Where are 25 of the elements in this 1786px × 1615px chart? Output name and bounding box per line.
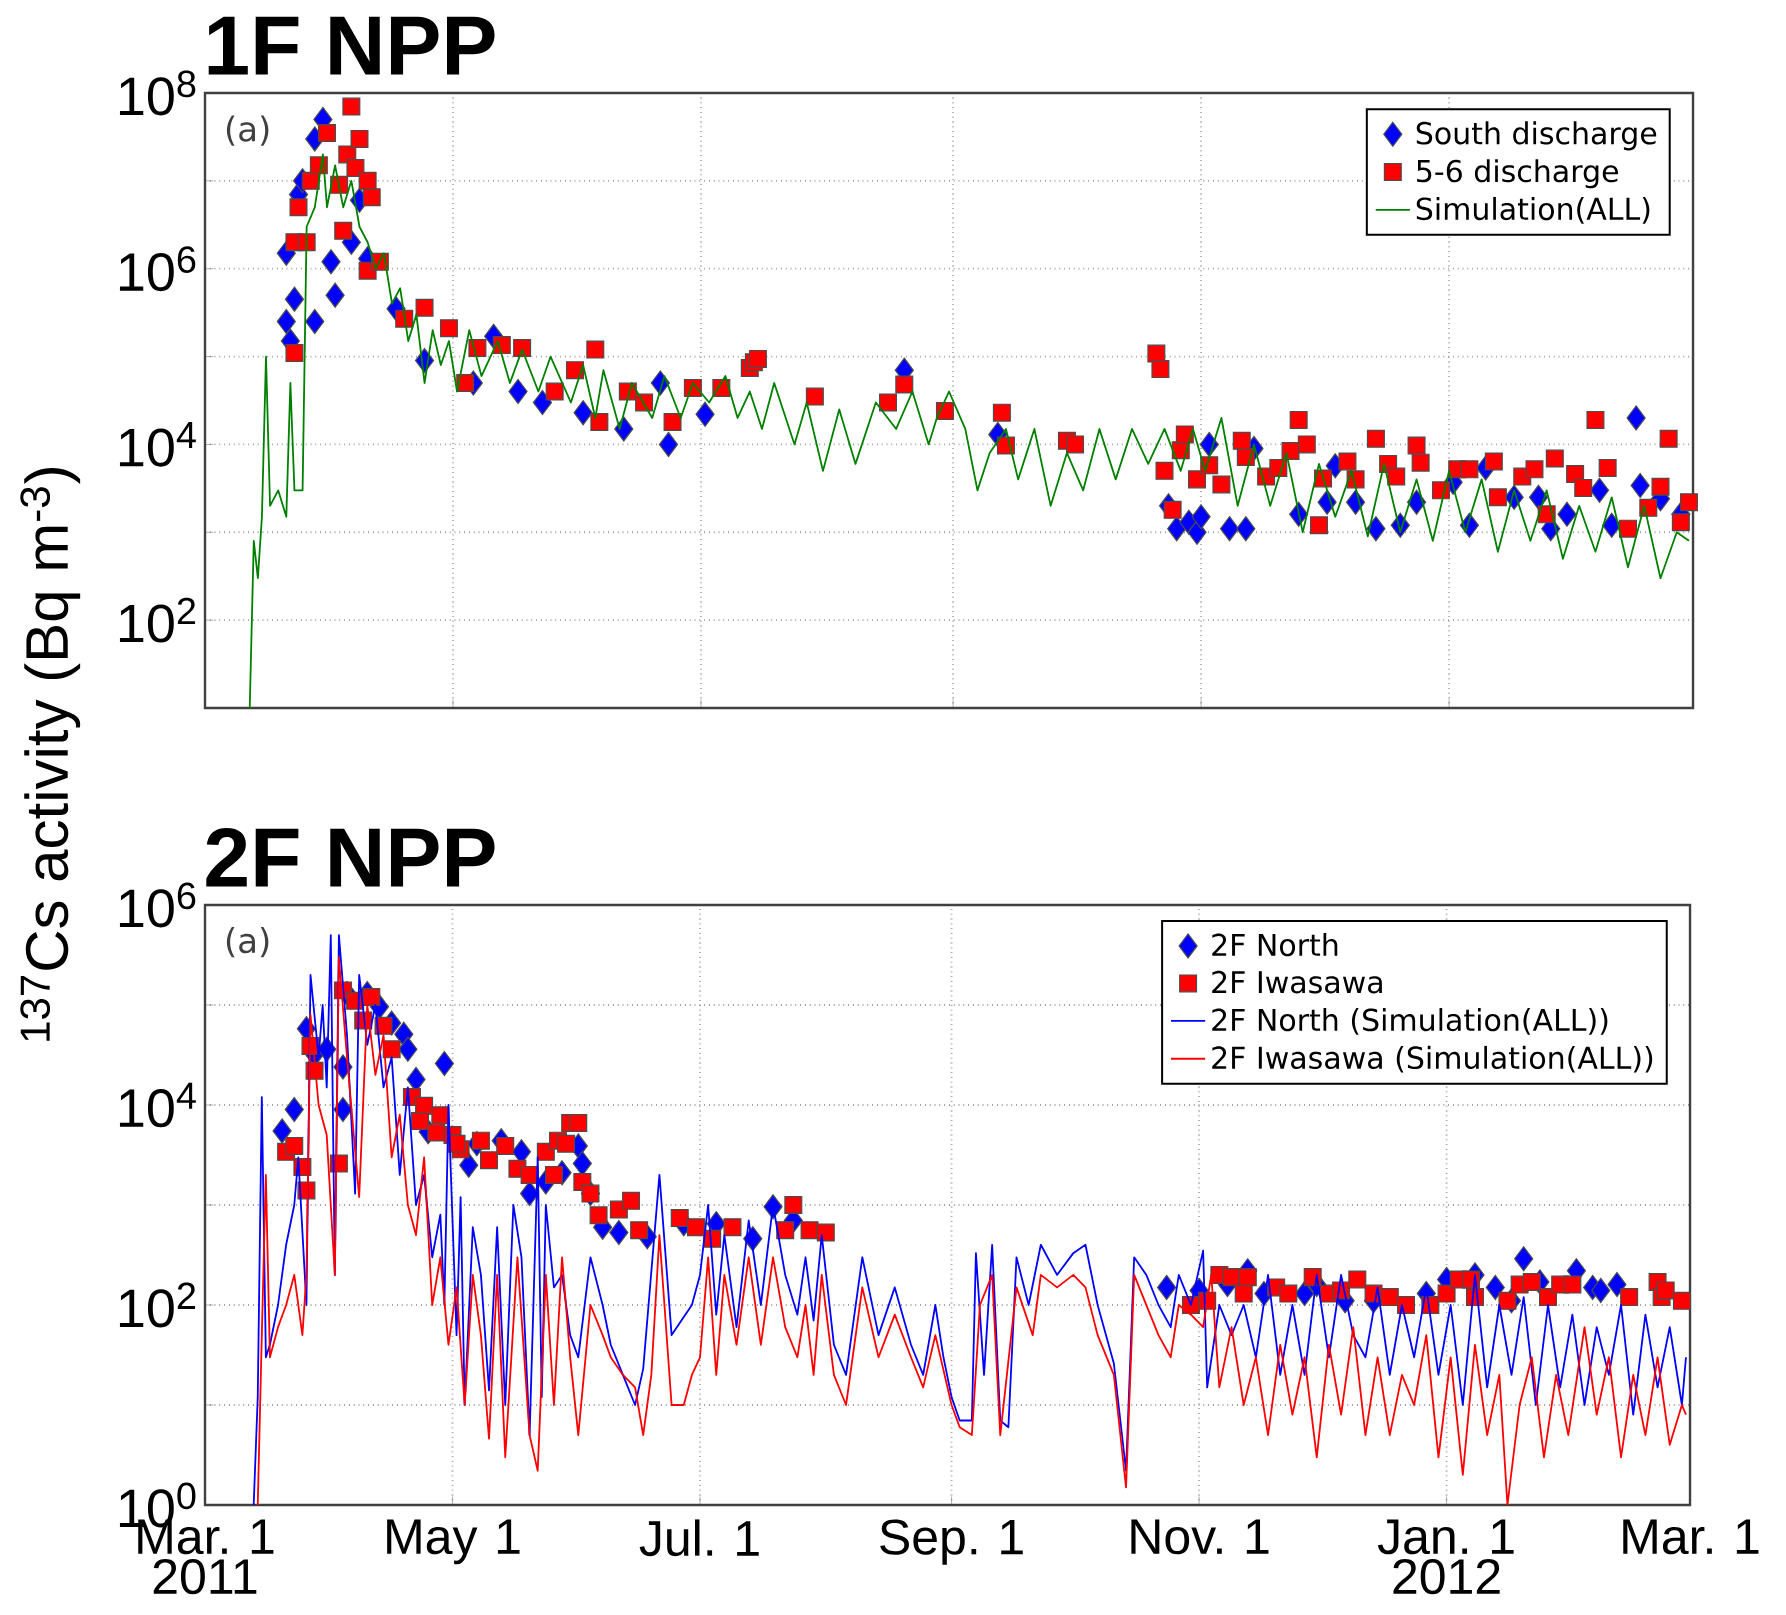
y-tick-label: 10$^{4}$ <box>119 1082 196 1128</box>
legend-label: 2F North <box>1212 933 1338 957</box>
legend-label: 2F Iwasawa (Simulation(ALL)) <box>1212 1045 1653 1073</box>
legend-label: 5-6 discharge <box>1417 159 1618 189</box>
chart-title: 1F NPP <box>208 16 495 75</box>
y-tick-label: 10$^{2}$ <box>119 597 196 643</box>
legend-label: Simulation(ALL) <box>1416 196 1650 224</box>
y-tick-label: 10$^{6}$ <box>119 882 196 928</box>
y-tick-label: 10$^{8}$ <box>119 70 196 116</box>
y-tick-label: 10$^{4}$ <box>119 422 196 467</box>
annotation: (a) <box>226 115 269 146</box>
x-tick-label: Jul. 1 <box>639 1519 759 1557</box>
legend-label: 2F Iwasawa <box>1212 970 1382 994</box>
legend-label: 2F North (Simulation(ALL)) <box>1212 1008 1608 1035</box>
y-tick-label: 10$^{2}$ <box>119 1282 196 1328</box>
x-tick-label: Mar. 1 <box>1623 1519 1759 1555</box>
y-tick-label: 10$^{6}$ <box>119 246 196 292</box>
legend-label: South discharge <box>1416 121 1657 151</box>
annotation: (a) <box>226 927 269 958</box>
x-tick-label: Nov. 1 <box>1131 1519 1269 1555</box>
x-tick-label: Jan. 1 2012 <box>1377 1519 1514 1595</box>
chart-title: 2F NPP <box>206 827 495 887</box>
y-axis-title: $^{137}$Cs activity (Bq m$^{-3}$) <box>20 468 81 1041</box>
x-tick-label: May 1 <box>387 1519 520 1565</box>
x-tick-label: Sep. 1 <box>880 1519 1023 1565</box>
